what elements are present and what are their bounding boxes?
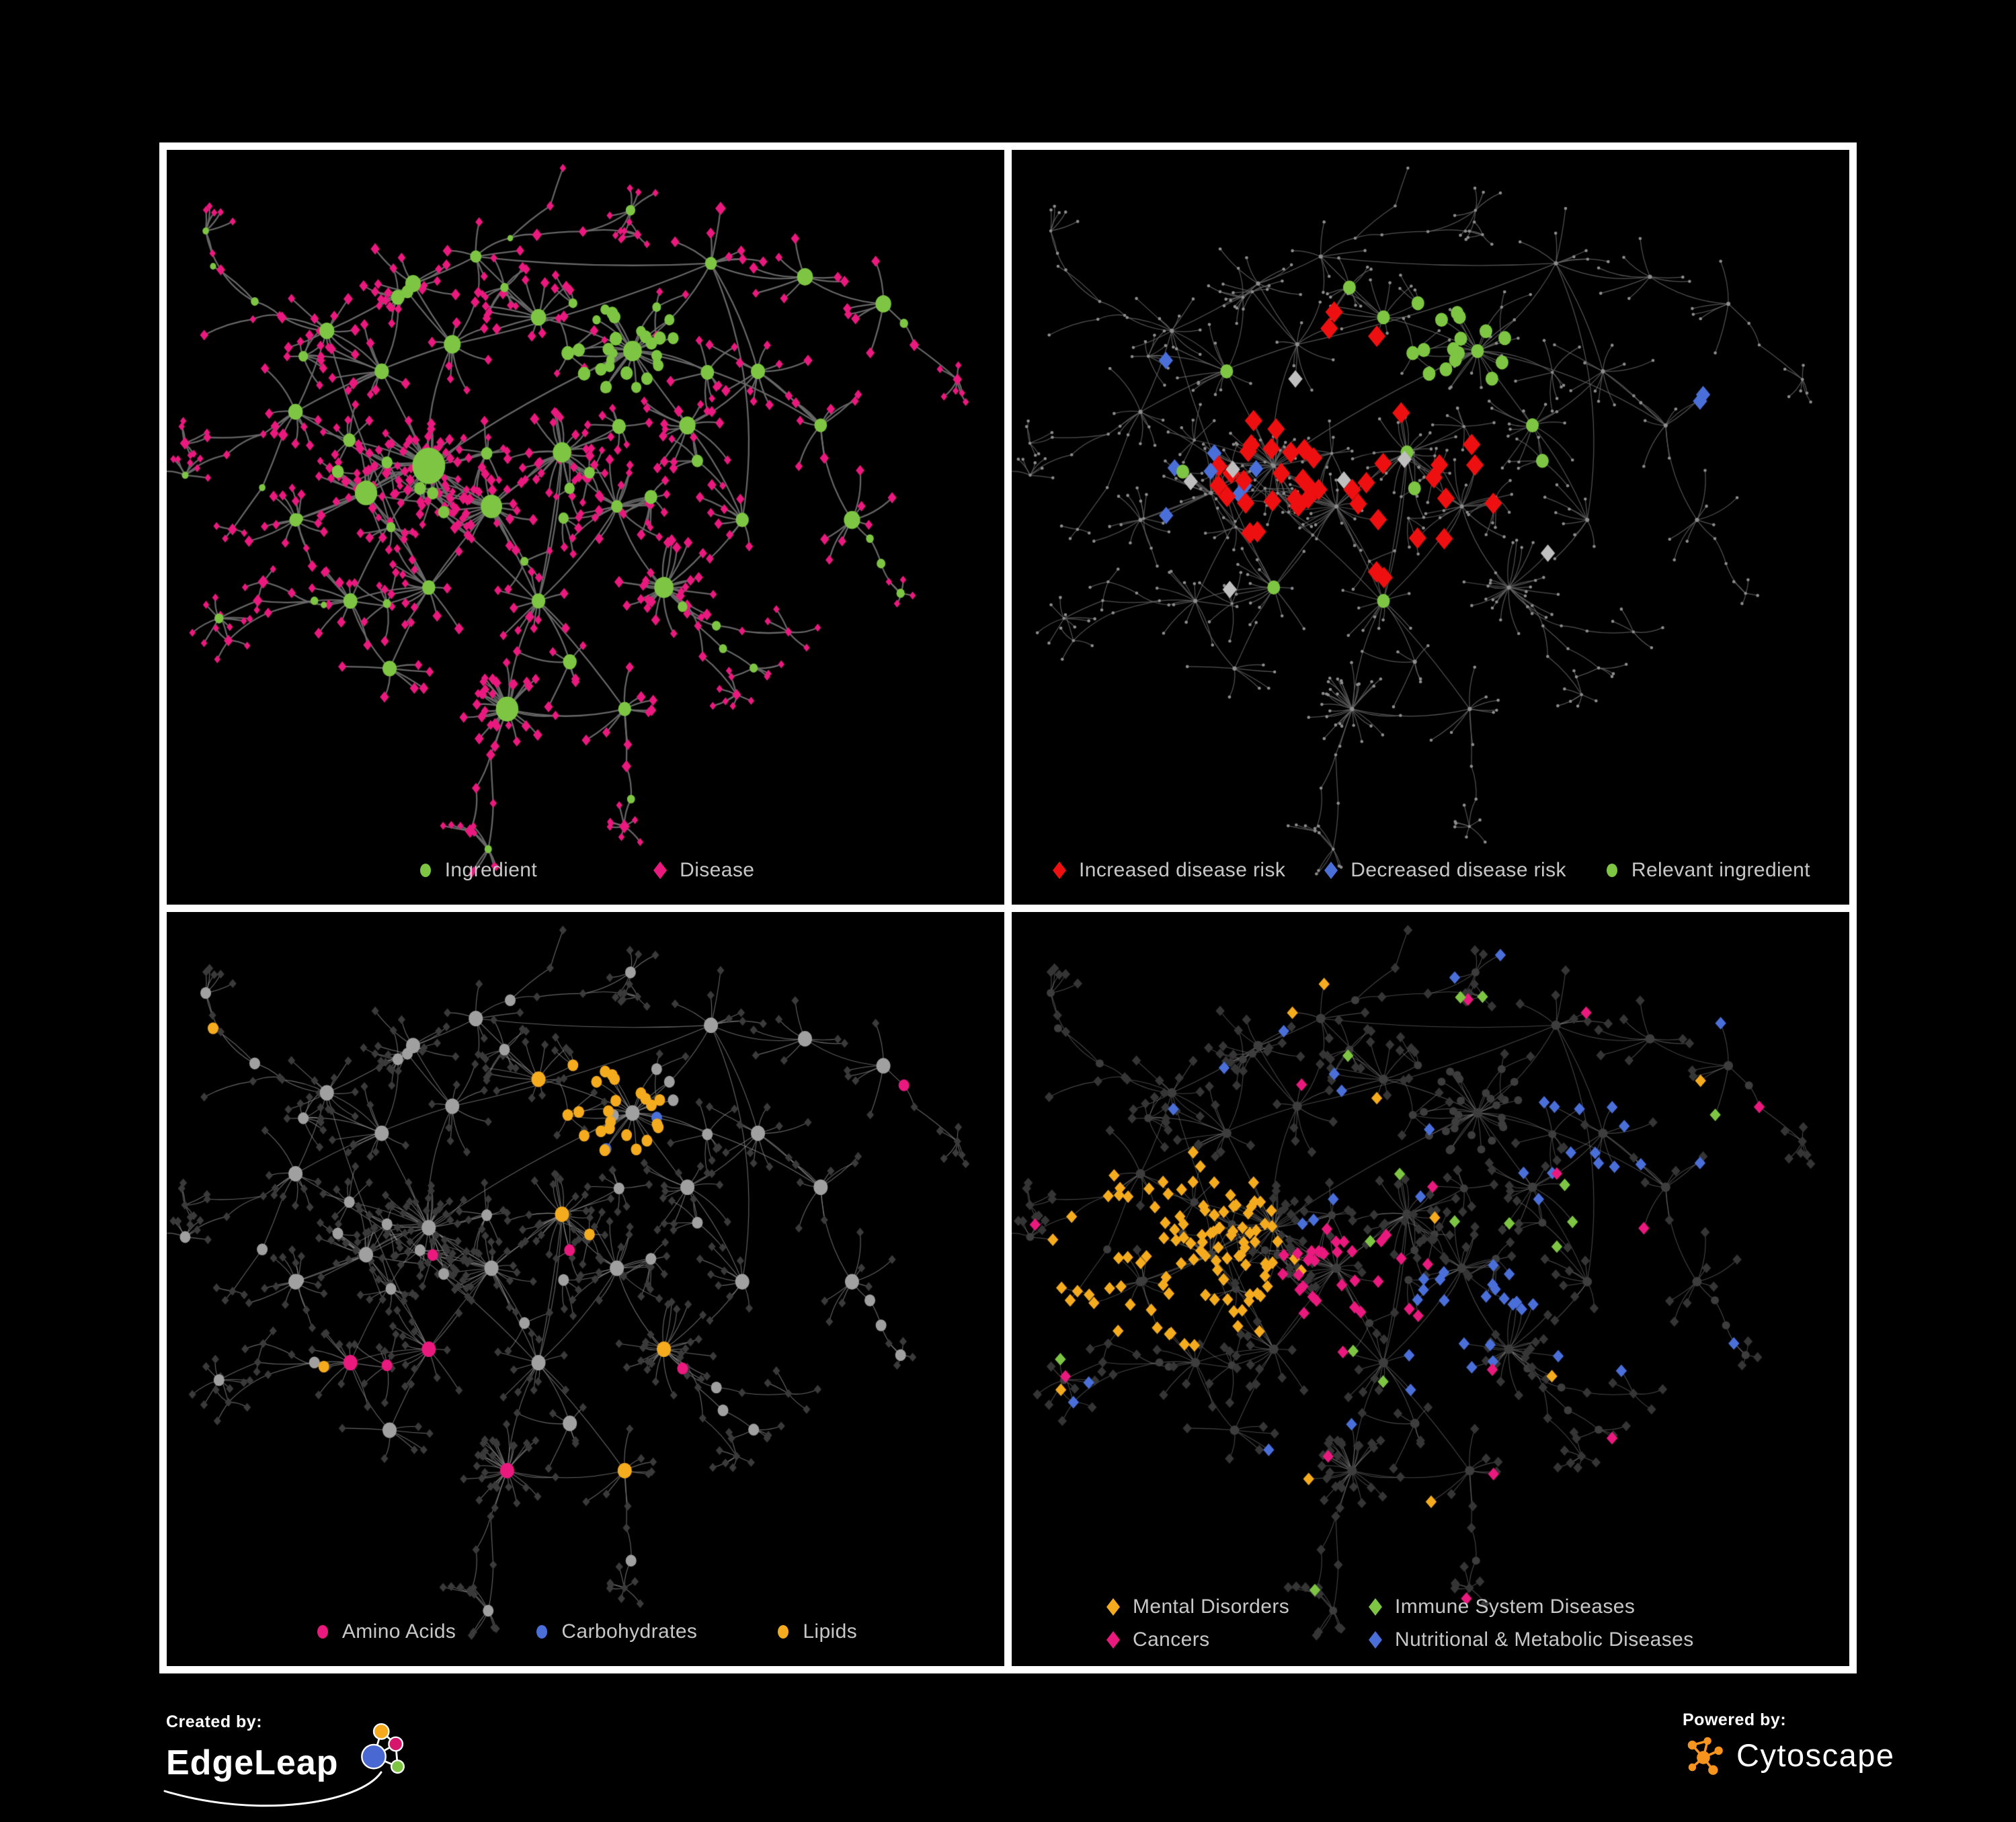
legend-disease-risk: Increased disease risk Decreased disease … — [1012, 859, 1849, 882]
network-canvas-disease-classes — [1012, 911, 1849, 1666]
network-canvas-ingredient-disease — [167, 150, 1004, 905]
panel-disease-risk: Increased disease risk Decreased disease … — [1012, 150, 1849, 905]
network-grid: Ingredient Disease Increased disease risk… — [159, 142, 1857, 1673]
cytoscape-wordmark: Cytoscape — [1736, 1737, 1895, 1773]
legend-label-carbohydrates: Carbohydrates — [561, 1620, 698, 1643]
created-by-block: Created by: EdgeLeap — [163, 1712, 411, 1807]
legend-item-cancers: Cancers — [1104, 1628, 1367, 1651]
panel-ingredient-disease: Ingredient Disease — [167, 150, 1004, 905]
ellipse-marker-icon — [778, 1625, 789, 1639]
diamond-marker-icon — [1106, 1598, 1120, 1616]
legend-item-nutritional-metabolic-diseases: Nutritional & Metabolic Diseases — [1367, 1628, 1757, 1651]
legend-label-cancers: Cancers — [1133, 1628, 1210, 1651]
panel-compound-classes: Amino Acids Carbohydrates Lipids — [167, 911, 1004, 1666]
legend-label-disease: Disease — [680, 858, 755, 881]
diamond-marker-icon — [653, 861, 668, 879]
legend-item-mental-disorders: Mental Disorders — [1104, 1596, 1367, 1618]
diamond-marker-icon — [1369, 1631, 1382, 1649]
created-by-label: Created by: — [166, 1712, 263, 1731]
legend-label-ingredient: Ingredient — [444, 858, 538, 881]
legend-compound-classes: Amino Acids Carbohydrates Lipids — [167, 1620, 1004, 1643]
legend-item-amino-acids: Amino Acids — [314, 1620, 456, 1643]
legend-label-relevant-ingredient: Relevant ingredient — [1631, 858, 1810, 881]
panel-disease-classes: Mental Disorders Immune System Diseases Ca… — [1012, 911, 1849, 1666]
legend-label-immune-system-diseases: Immune System Diseases — [1395, 1596, 1636, 1618]
cytoscape-brand: Cytoscape — [1683, 1733, 1895, 1777]
legend-label-decreased-disease-risk: Decreased disease risk — [1350, 858, 1566, 881]
ellipse-marker-icon — [419, 863, 431, 877]
network-canvas-compound-classes — [167, 911, 1004, 1666]
legend-label-increased-disease-risk: Increased disease risk — [1079, 858, 1286, 881]
diamond-marker-icon — [1053, 861, 1066, 879]
legend-item-carbohydrates: Carbohydrates — [533, 1620, 697, 1643]
legend-item-lipids: Lipids — [774, 1620, 857, 1643]
powered-by-label: Powered by: — [1683, 1710, 1787, 1729]
network-canvas-disease-risk — [1012, 150, 1849, 905]
legend-item-disease: Disease — [651, 859, 754, 882]
legend-item-increased-disease-risk: Increased disease risk — [1051, 859, 1285, 882]
cytoscape-logo-icon — [1687, 1737, 1723, 1775]
legend-item-immune-system-diseases: Immune System Diseases — [1367, 1596, 1757, 1618]
legend-label-lipids: Lipids — [803, 1620, 858, 1643]
edgeleap-logo-icon — [360, 1723, 405, 1774]
ellipse-marker-icon — [1606, 863, 1617, 877]
legend-label-nutritional-metabolic-diseases: Nutritional & Metabolic Diseases — [1395, 1628, 1694, 1651]
legend-label-amino-acids: Amino Acids — [341, 1620, 456, 1643]
diamond-marker-icon — [1324, 861, 1338, 879]
diamond-marker-icon — [1106, 1631, 1120, 1649]
ellipse-marker-icon — [536, 1625, 548, 1639]
legend-label-mental-disorders: Mental Disorders — [1133, 1596, 1290, 1618]
legend-item-ingredient: Ingredient — [417, 859, 537, 882]
edgeleap-brand: EdgeLeap — [163, 1723, 411, 1807]
powered-by-block: Powered by: — [1683, 1710, 1895, 1777]
edgeleap-wordmark: EdgeLeap — [166, 1743, 339, 1782]
legend-item-decreased-disease-risk: Decreased disease risk — [1322, 859, 1566, 882]
legend-ingredient-disease: Ingredient Disease — [167, 859, 1004, 882]
legend-item-relevant-ingredient: Relevant ingredient — [1603, 859, 1810, 882]
diamond-marker-icon — [1369, 1598, 1382, 1616]
ellipse-marker-icon — [317, 1625, 328, 1639]
legend-disease-classes: Mental Disorders Immune System Diseases Ca… — [1012, 1596, 1849, 1651]
